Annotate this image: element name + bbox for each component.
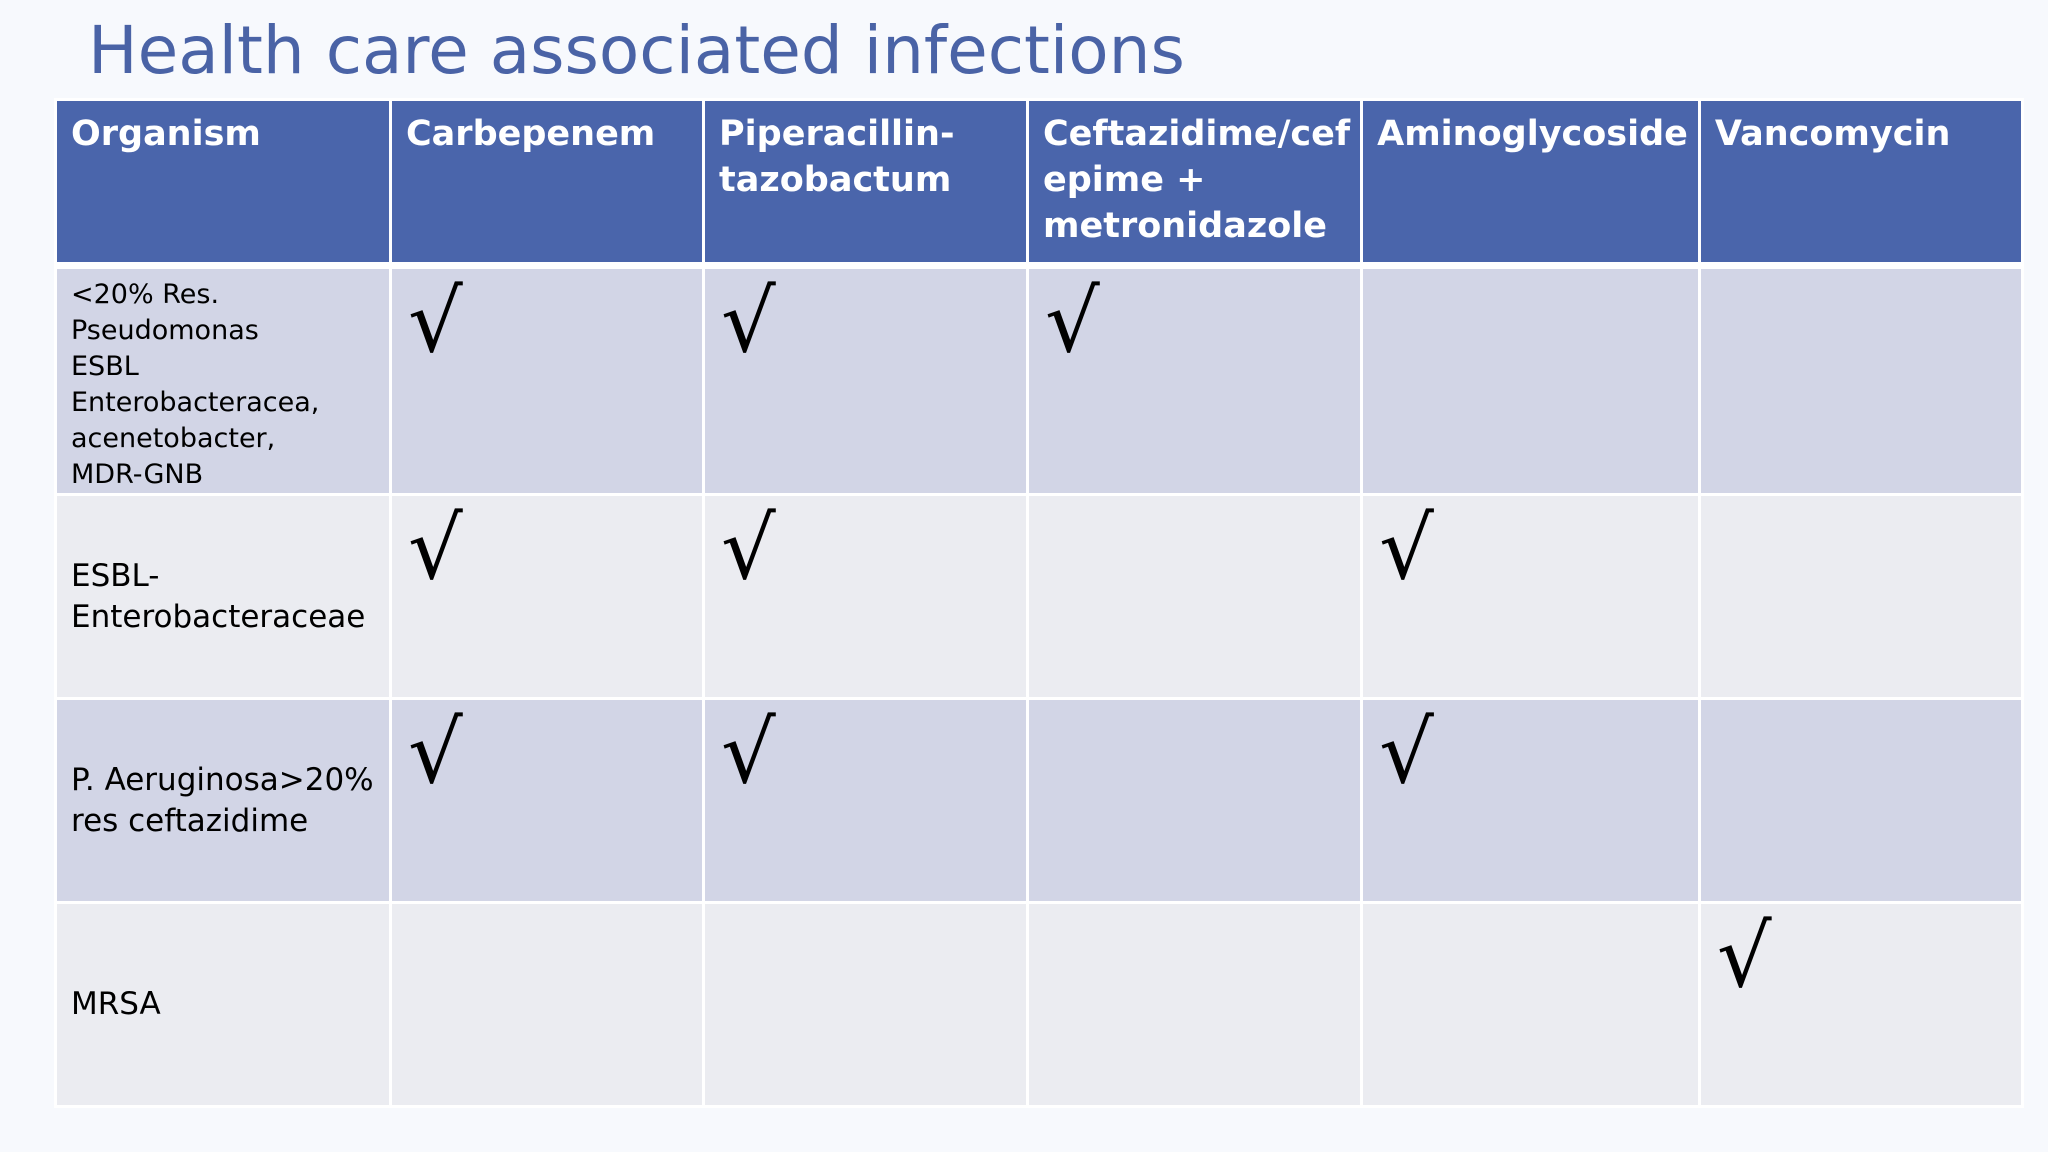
check-cell xyxy=(1697,493,2024,700)
check-cell: √ xyxy=(1025,264,1364,496)
header-piperacillin-tazobactum: Piperacillin- tazobactum xyxy=(702,98,1029,269)
check-cell: √ xyxy=(389,697,705,904)
header-aminoglycoside: Aminoglycoside xyxy=(1360,98,1701,269)
check-cell xyxy=(1697,264,2024,496)
organism-cell: ESBL- Enterobacteraceae xyxy=(54,493,392,700)
check-cell xyxy=(1697,697,2024,904)
check-cell: √ xyxy=(702,264,1029,496)
slide-title: Health care associated infections xyxy=(88,12,1185,89)
check-cell: √ xyxy=(702,493,1029,700)
antibiotic-coverage-table: Organism Carbepenem Piperacillin- tazoba… xyxy=(54,98,2024,1108)
check-cell xyxy=(1025,901,1364,1108)
check-cell: √ xyxy=(389,264,705,496)
table-row: <20% Res. Pseudomonas ESBL Enterobactera… xyxy=(54,264,2024,496)
check-cell xyxy=(389,901,705,1108)
check-cell xyxy=(1360,901,1701,1108)
check-cell: √ xyxy=(702,697,1029,904)
header-row: Organism Carbepenem Piperacillin- tazoba… xyxy=(54,98,2024,269)
check-cell: √ xyxy=(389,493,705,700)
table-row: ESBL- Enterobacteraceae √ √ √ xyxy=(54,493,2024,700)
check-cell xyxy=(1025,493,1364,700)
header-vancomycin: Vancomycin xyxy=(1697,98,2024,269)
organism-cell: <20% Res. Pseudomonas ESBL Enterobactera… xyxy=(54,264,392,496)
organism-cell: P. Aeruginosa>20% res ceftazidime xyxy=(54,697,392,904)
organism-cell: MRSA xyxy=(54,901,392,1108)
header-ceftazidime-cefepime-metronidazole: Ceftazidime/cef epime + metronidazole xyxy=(1025,98,1364,269)
table-row: MRSA √ xyxy=(54,901,2024,1108)
check-cell: √ xyxy=(1697,901,2024,1108)
table-row: P. Aeruginosa>20% res ceftazidime √ √ √ xyxy=(54,697,2024,904)
check-cell: √ xyxy=(1360,493,1701,700)
check-cell xyxy=(1360,264,1701,496)
check-cell xyxy=(702,901,1029,1108)
check-cell xyxy=(1025,697,1364,904)
header-carbepenem: Carbepenem xyxy=(389,98,705,269)
check-cell: √ xyxy=(1360,697,1701,904)
header-organism: Organism xyxy=(54,98,392,269)
